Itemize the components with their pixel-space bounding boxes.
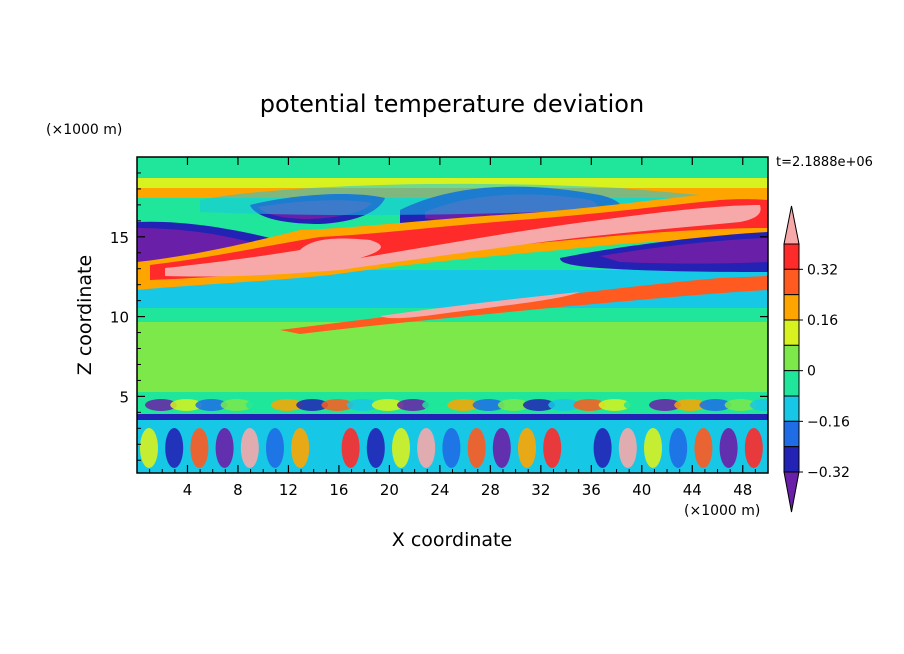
boundary-top-blob: [523, 399, 555, 411]
colorbar-box: [783, 420, 800, 448]
boundary-plume: [568, 428, 587, 468]
colorbar-label: 0.16: [807, 313, 838, 329]
boundary-plume: [593, 428, 612, 468]
x-tick-label: 40: [632, 481, 651, 499]
boundary-plume: [366, 428, 385, 468]
time-label: t=2.1888e+06: [776, 155, 873, 170]
boundary-plume: [266, 428, 284, 468]
x-tick-label: 28: [481, 481, 500, 499]
colorbar-label: 0.32: [807, 262, 838, 278]
boundary-top-blob: [699, 399, 732, 411]
boundary-top-blob: [472, 399, 505, 411]
boundary-top-blob: [649, 399, 681, 411]
y-tick-label: 5: [119, 388, 129, 406]
boundary-plume: [165, 428, 184, 468]
boundary-plume: [669, 428, 688, 468]
boundary-top-blob: [145, 399, 177, 411]
boundary-top-blob: [296, 399, 329, 411]
colorbar-box: [783, 243, 800, 270]
boundary-plume: [215, 428, 234, 468]
x-tick-label: 32: [531, 481, 550, 499]
boundary-plume: [719, 428, 738, 468]
boundary-plume: [140, 428, 158, 468]
colorbar-box: [783, 370, 800, 397]
boundary-layer-cells: [140, 399, 768, 468]
y-tick-label: 15: [110, 229, 129, 247]
boundary-top-blob: [623, 399, 656, 411]
boundary-top-blob: [598, 399, 631, 411]
colorbar-box: [783, 319, 800, 346]
boundary-top-blob: [674, 399, 707, 411]
boundary-plume: [644, 428, 662, 468]
boundary-plume: [518, 428, 536, 468]
colorbar-bottom-triangle: [783, 471, 800, 513]
boundary-plume: [341, 428, 360, 468]
boundary-plume: [392, 428, 410, 468]
x-tick-label: 8: [233, 481, 243, 499]
colorbar-box: [783, 446, 800, 473]
upper-cold-right-core: [600, 238, 768, 264]
boundary-plume: [316, 428, 335, 468]
boundary-plume: [467, 428, 486, 468]
boundary-top-blob: [497, 399, 530, 411]
boundary-top-blob: [749, 399, 768, 411]
x-tick-label: 24: [430, 481, 449, 499]
colorbar-label: 0: [807, 364, 816, 380]
boundary-top-blob: [271, 399, 303, 411]
chart-title: potential temperature deviation: [260, 90, 644, 118]
colorbar-label: −0.32: [807, 465, 850, 481]
boundary-top-blob: [321, 399, 354, 411]
boundary-top-blob: [397, 399, 429, 411]
boundary-plume: [744, 428, 763, 468]
boundary-top-blob: [220, 399, 253, 411]
boundary-blue-line: [137, 414, 768, 420]
boundary-plume: [417, 428, 436, 468]
heatmap-field: [137, 157, 768, 473]
boundary-top-blob: [346, 399, 379, 411]
x-tick-label: 44: [683, 481, 702, 499]
boundary-plume: [543, 428, 562, 468]
boundary-plume: [492, 428, 511, 468]
x-tick-label: 16: [329, 481, 348, 499]
boundary-top-blob: [195, 399, 228, 411]
x-tick-label: 4: [183, 481, 193, 499]
boundary-plume: [291, 428, 310, 468]
warm-streak: [280, 276, 768, 334]
x-tick-label: 48: [733, 481, 752, 499]
boundary-plume: [240, 428, 259, 468]
y-unit-label: (×1000 m): [46, 122, 122, 138]
colorbar-label: −0.16: [807, 414, 850, 430]
warm-band-core: [165, 205, 761, 277]
boundary-plume: [190, 428, 209, 468]
colorbar: 0.32 0.16 0 −0.16 −0.32: [783, 205, 850, 513]
boundary-top-blob: [245, 399, 278, 411]
boundary-plume: [442, 428, 461, 468]
warm-streak-core: [380, 292, 580, 319]
x-tick-label: 36: [582, 481, 601, 499]
boundary-top-blob: [548, 399, 581, 411]
mid-green-layer: [137, 322, 768, 392]
colorbar-box: [783, 344, 800, 372]
colorbar-top-triangle: [783, 205, 800, 245]
boundary-top-blob: [724, 399, 757, 411]
x-axis-ticks: 4 8 12 16 20 24 28 32 36 40 44 48: [149, 157, 756, 499]
boundary-top-blob: [422, 399, 455, 411]
y-axis-label: Z coordinate: [74, 255, 96, 375]
x-unit-label: (×1000 m): [684, 503, 760, 519]
colorbar-box: [783, 294, 800, 321]
boundary-top-blob: [573, 399, 606, 411]
boundary-top-blob: [447, 399, 480, 411]
boundary-top-blob: [170, 399, 203, 411]
boundary-plume: [694, 428, 713, 468]
x-tick-label: 20: [380, 481, 399, 499]
colorbar-box: [783, 395, 800, 422]
boundary-top-blob: [371, 399, 404, 411]
boundary-plume: [618, 428, 637, 468]
colorbar-box: [783, 268, 800, 296]
y-tick-label: 10: [110, 309, 129, 327]
y-axis-ticks: 5 10 15: [110, 172, 768, 461]
x-axis-label: X coordinate: [392, 529, 512, 551]
x-tick-label: 12: [279, 481, 298, 499]
